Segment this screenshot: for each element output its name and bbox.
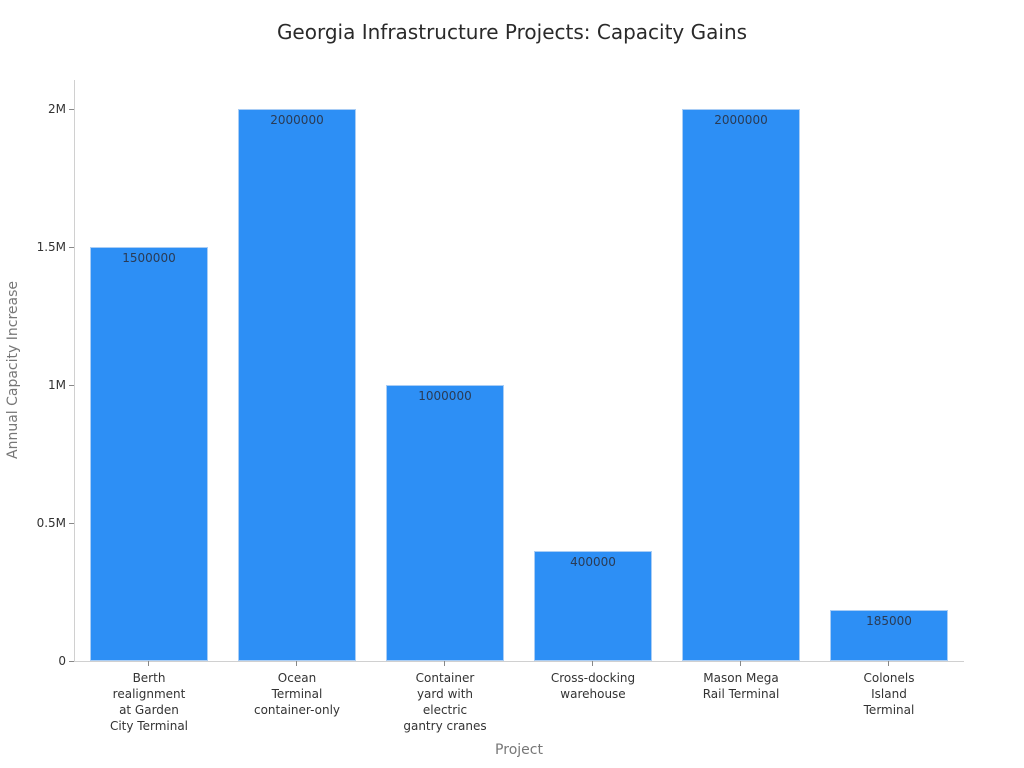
x-tick-label: Mason Mega Rail Terminal [702,671,780,701]
bar[interactable]: 400000 [534,550,652,661]
x-tick-label: Cross-docking warehouse [550,671,636,701]
x-tick-label: Ocean Terminal container-only [253,671,341,717]
y-tick-mark [69,247,74,248]
bar-value-label: 2000000 [714,113,768,127]
bar[interactable]: 2000000 [682,109,800,661]
x-tick-mark [296,661,297,666]
bar-value-label: 2000000 [270,113,324,127]
bar-value-label: 185000 [866,613,912,628]
bar[interactable]: 2000000 [238,109,356,661]
y-tick-label: 2M [48,102,66,116]
bar[interactable]: 1000000 [386,385,504,661]
x-tick-label: Colonels Island Terminal [863,671,915,717]
x-axis-line [74,661,964,662]
y-tick: 0 [0,654,74,669]
x-tick-label: Berth realignment at Garden City Termina… [109,671,189,733]
x-tick-mark [148,661,149,666]
y-tick: 0.5M [0,516,74,531]
x-tick-mark [592,661,593,666]
chart-title: Georgia Infrastructure Projects: Capacit… [276,20,748,44]
y-tick-label: 1.5M [36,240,66,254]
y-axis-label: Annual Capacity Increase [5,281,21,459]
y-axis-line [74,80,75,661]
bar-value-label: 1500000 [122,251,176,265]
y-tick-mark [69,661,74,662]
bar-value-label: 1000000 [418,389,472,403]
y-tick-mark [69,385,74,386]
x-tick-mark [888,661,889,666]
y-tick: 1M [0,378,74,393]
x-axis-label: Project [495,742,543,758]
bar[interactable]: 185000 [830,609,948,661]
bar[interactable]: 1500000 [90,247,208,661]
y-tick-label: 0.5M [36,516,66,530]
x-tick-mark [444,661,445,666]
y-tick-label: 1M [48,378,66,392]
y-tick: 2M [0,102,74,117]
y-tick: 1.5M [0,240,74,255]
bar-value-label: 400000 [570,554,616,569]
y-tick-mark [69,523,74,524]
x-tick-label: Container yard with electric gantry cran… [403,671,487,733]
y-tick-label: 0 [58,654,66,668]
x-tick-mark [740,661,741,666]
y-tick-mark [69,109,74,110]
